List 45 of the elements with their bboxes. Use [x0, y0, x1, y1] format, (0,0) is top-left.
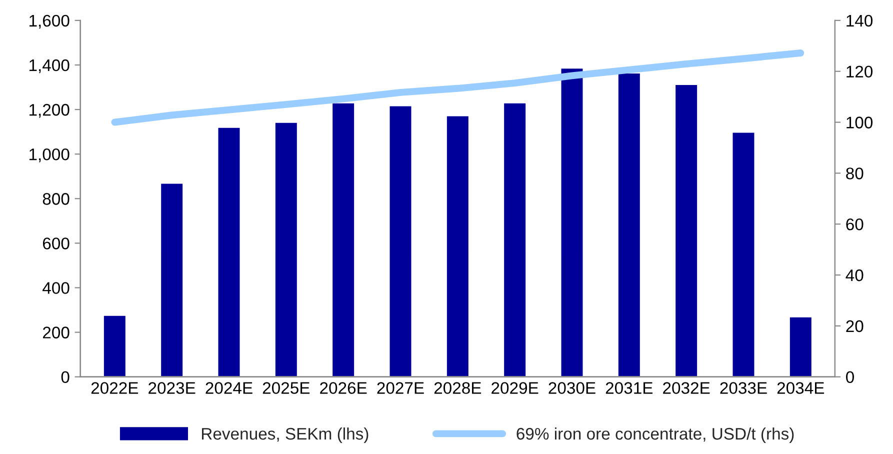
bar — [102, 314, 127, 377]
legend-label: 69% iron ore concentrate, USD/t (rhs) — [516, 427, 794, 443]
bar — [274, 122, 298, 377]
y-tick-label: 1,400 — [30, 59, 70, 74]
bar — [502, 102, 527, 377]
y2-tick-label: 60 — [846, 218, 864, 230]
y-tick-label: 1,600 — [30, 14, 70, 29]
x-tick-label: 2031E — [606, 382, 653, 394]
x-tick-label: 2024E — [206, 382, 252, 394]
y2-tick-label: 120 — [846, 66, 873, 78]
y2-tick-label: 100 — [846, 116, 873, 128]
bar — [160, 182, 184, 377]
y2-tick-label: 40 — [846, 269, 864, 282]
x-tick-label: 2022E — [91, 382, 138, 394]
x-tick-label: 2029E — [492, 382, 538, 394]
x-tick-label: 2032E — [663, 382, 710, 394]
x-tick-label: 2030E — [548, 382, 596, 394]
x-tick-label: 2023E — [148, 382, 196, 394]
y-tick-label: 0 — [61, 371, 70, 384]
bar — [388, 104, 413, 377]
y-tick-label: 200 — [42, 326, 70, 338]
y-tick-label: 1,200 — [30, 104, 70, 118]
y-tick-label: 400 — [42, 282, 70, 294]
x-tick-label: 2026E — [320, 382, 367, 394]
y-tick-label: 600 — [42, 238, 70, 250]
legend-label: Revenues, SEKm (lhs) — [202, 427, 368, 443]
bar — [617, 72, 642, 377]
x-tick-label: 2028E — [434, 382, 482, 394]
y-tick-label: 1,000 — [30, 148, 70, 162]
y-tick-label: 800 — [42, 193, 70, 205]
x-tick-label: 2034E — [777, 382, 824, 394]
x-tick-label: 2033E — [720, 382, 767, 394]
bar — [788, 316, 813, 377]
bar — [560, 67, 584, 377]
bar — [446, 114, 470, 377]
y2-tick-label: 140 — [846, 14, 873, 27]
bar — [731, 131, 756, 377]
y2-tick-label: 80 — [846, 168, 864, 180]
y2-tick-label: 20 — [846, 320, 864, 332]
x-tick-label: 2027E — [377, 382, 424, 394]
bar — [216, 126, 242, 377]
bar — [674, 84, 698, 377]
bar — [331, 102, 356, 377]
y2-tick-label: 0 — [846, 371, 854, 384]
x-tick-label: 2025E — [262, 382, 310, 394]
